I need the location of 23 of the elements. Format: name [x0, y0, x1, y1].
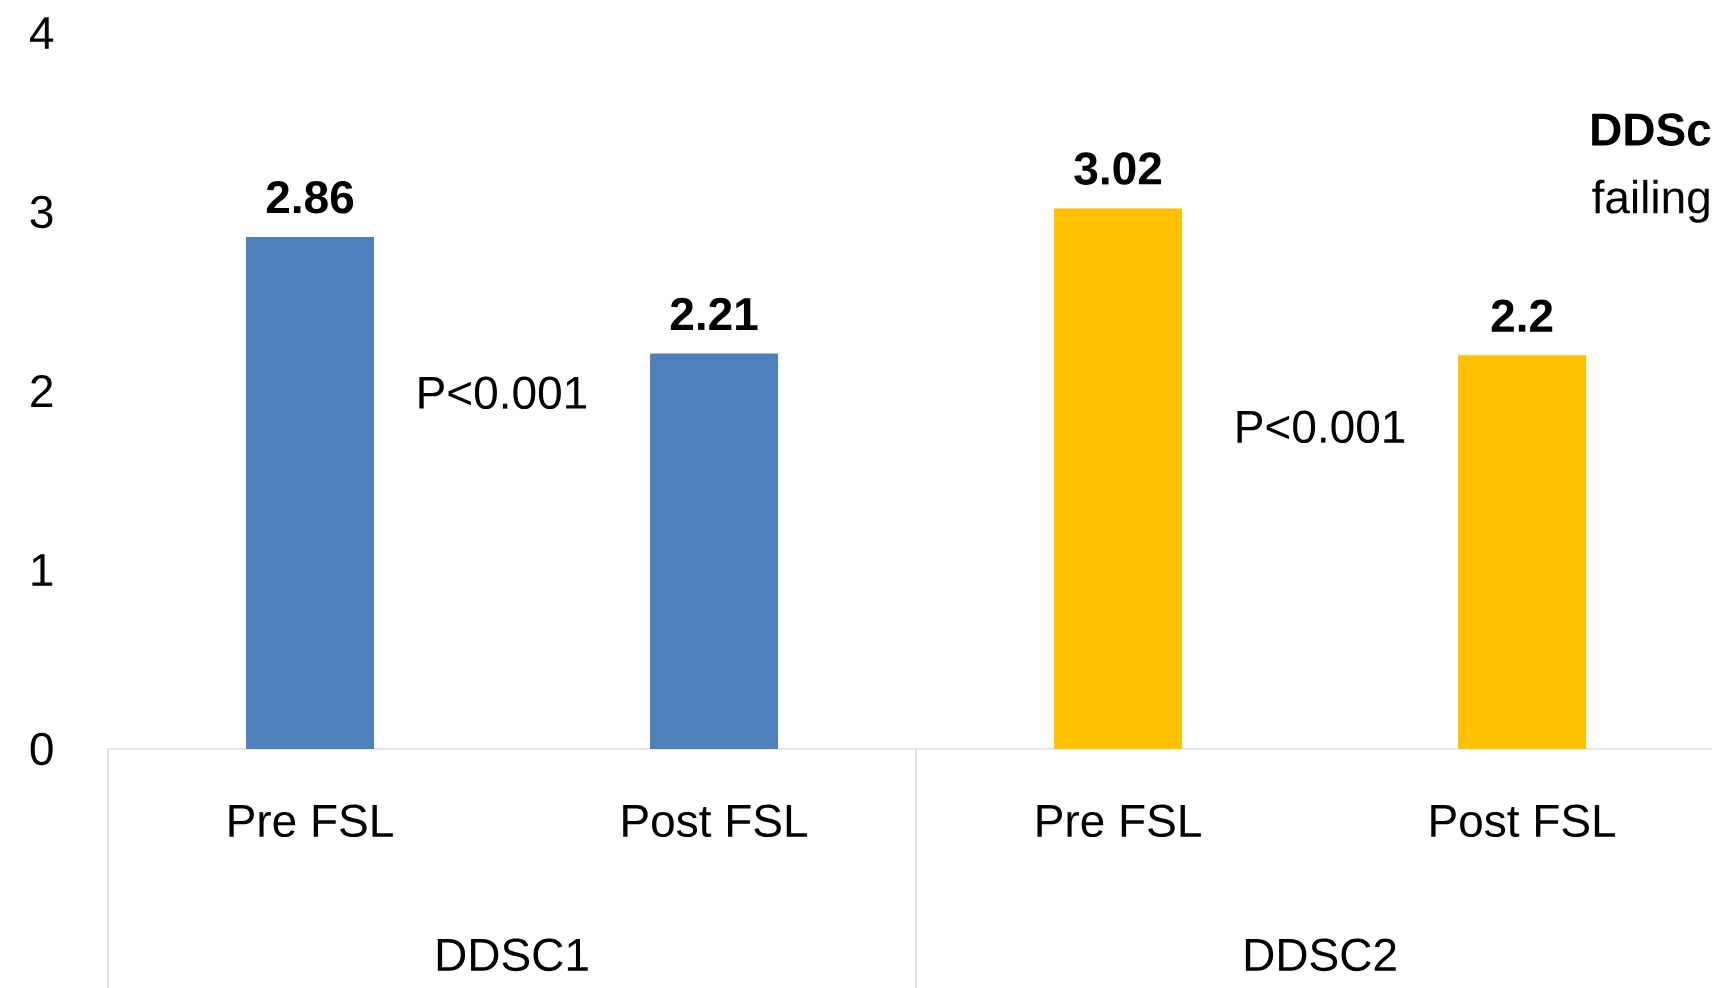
bar [1458, 355, 1587, 749]
annotation: DDSc [1592, 113, 1711, 146]
annotation: failing [1592, 179, 1709, 223]
text: DDSC2 [1245, 938, 1396, 972]
y-tick-label: 0 [30, 732, 53, 766]
data-label: 2.21 [670, 297, 758, 330]
data-label: 2.2 [1491, 299, 1553, 332]
x-tick-label: Post FSL [623, 804, 808, 838]
bar [246, 237, 375, 749]
y-tick-label: 2 [31, 374, 53, 408]
x-tick-label: Pre FSL [1037, 804, 1201, 838]
text: DDSC1 [437, 938, 588, 972]
data-label: 2.86 [266, 180, 354, 214]
y-tick-label: 4 [29, 17, 54, 49]
x-tick-label: Post FSL [1431, 804, 1616, 838]
annotation: P<0.001 [419, 376, 586, 410]
bar [650, 353, 779, 749]
bar [1054, 208, 1183, 749]
y-tick-label: 1 [32, 554, 53, 586]
annotation: P<0.001 [1237, 410, 1405, 444]
x-tick-label: Pre FSL [229, 804, 393, 838]
data-label: 3.02 [1074, 152, 1161, 185]
y-tick-label: 3 [30, 195, 53, 229]
